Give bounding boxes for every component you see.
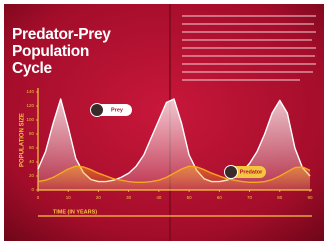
y-tick-label: 140 <box>26 89 34 94</box>
x-axis-label: TIME (IN YEARS) <box>53 209 97 215</box>
x-tick-label: 20 <box>96 195 102 200</box>
y-tick-label: 100 <box>26 117 34 122</box>
x-tick-label: 50 <box>187 195 193 200</box>
x-tick-label: 10 <box>66 195 72 200</box>
legend-label: Prey <box>111 107 124 113</box>
y-tick-label: 40 <box>29 159 35 164</box>
x-tick-label: 40 <box>156 195 162 200</box>
page-title: Predator-Prey Population Cycle <box>12 26 132 77</box>
y-tick-label: 80 <box>29 131 35 136</box>
series-pill-icon <box>91 104 104 117</box>
y-axis-label: POPULATION SIZE <box>20 113 26 167</box>
x-tick-label: 90 <box>307 195 313 200</box>
y-tick-label: 60 <box>29 145 35 150</box>
page: POPULATION SIZE TIME (IN YEARS) 02040608… <box>0 0 328 245</box>
legend-label: Predator <box>240 169 263 175</box>
x-tick-label: 60 <box>217 195 223 200</box>
x-tick-label: 30 <box>126 195 132 200</box>
x-tick-label: 70 <box>247 195 253 200</box>
x-tick-label: 80 <box>277 195 283 200</box>
y-tick-label: 120 <box>26 103 34 108</box>
series-pill-icon <box>225 166 238 179</box>
y-tick-label: 20 <box>29 173 35 178</box>
